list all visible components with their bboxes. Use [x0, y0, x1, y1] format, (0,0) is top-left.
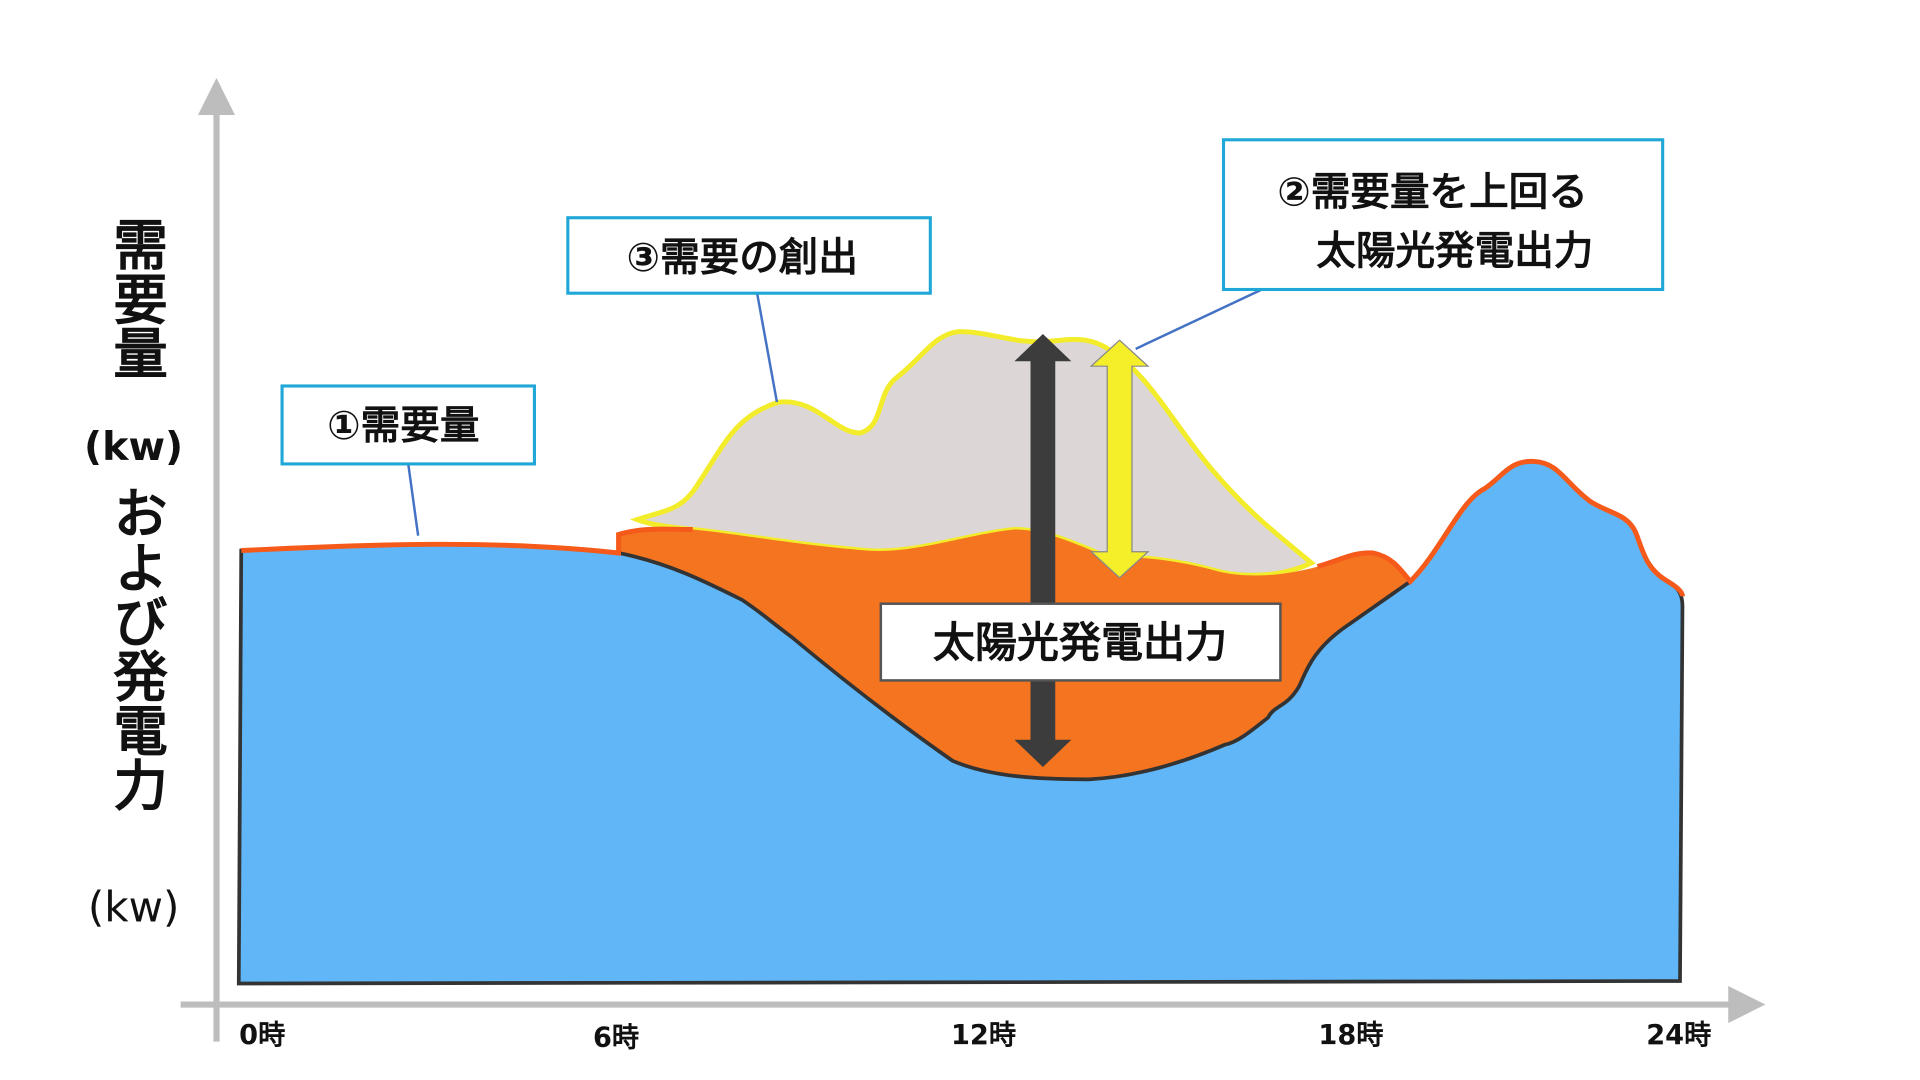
y-label-part: (kw) [88, 883, 180, 932]
connector [1135, 288, 1263, 350]
solar-arrow [1014, 334, 1072, 768]
y-axis-label: 需要量 (kw) および発電力 (kw) [84, 216, 183, 931]
x-tick-label: 6時 [593, 1023, 639, 1054]
label-box [879, 602, 1282, 682]
x-tick-label: 12時 [951, 1020, 1016, 1051]
label-text: 太陽光発電出力 [933, 618, 1227, 667]
x-tick-label: 18時 [1318, 1020, 1383, 1051]
connector [407, 463, 420, 536]
callout-box [566, 216, 932, 295]
callout-box [280, 384, 536, 466]
callout-text: 太陽光発電出力 [1316, 229, 1593, 275]
x-tick-label: 0時 [239, 1020, 285, 1051]
callout-text: ①需要量 [327, 403, 479, 449]
connector [755, 292, 779, 403]
y-label-part: (kw) [84, 424, 183, 470]
demand-line [241, 458, 1685, 597]
y-label-part: 需要量 [104, 216, 168, 379]
surplus-arrow [1089, 339, 1150, 579]
callout-box [1221, 138, 1665, 292]
callout-text: ②需要量を上回る [1277, 169, 1588, 215]
callout-text: ③需要の創出 [627, 235, 858, 281]
y-label-part: および発電力 [104, 485, 168, 812]
x-tick-label: 24時 [1646, 1020, 1711, 1051]
